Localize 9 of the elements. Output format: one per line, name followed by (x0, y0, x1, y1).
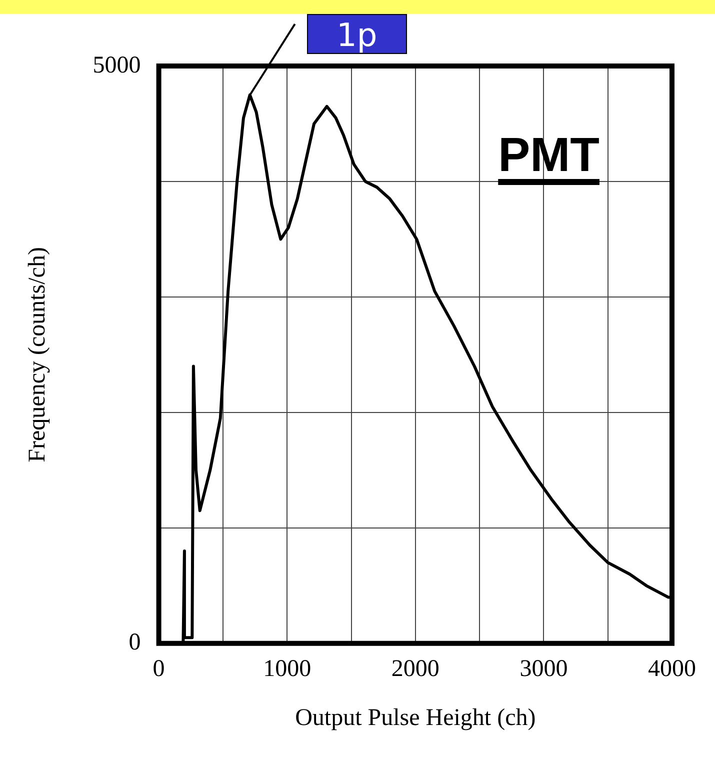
annotation: 1p (306, 14, 407, 54)
y-axis-title: Frequency (counts/ch) (24, 247, 51, 462)
x-tick-label: 1000 (263, 656, 312, 682)
x-axis-title: Output Pulse Height (ch) (295, 704, 536, 731)
x-tick-label: 2000 (391, 656, 440, 682)
x-tick-label: 3000 (520, 656, 568, 682)
x-tick-label: 4000 (648, 656, 696, 682)
y-tick-label: 5000 (92, 52, 141, 78)
x-tick-label: 0 (152, 656, 165, 682)
